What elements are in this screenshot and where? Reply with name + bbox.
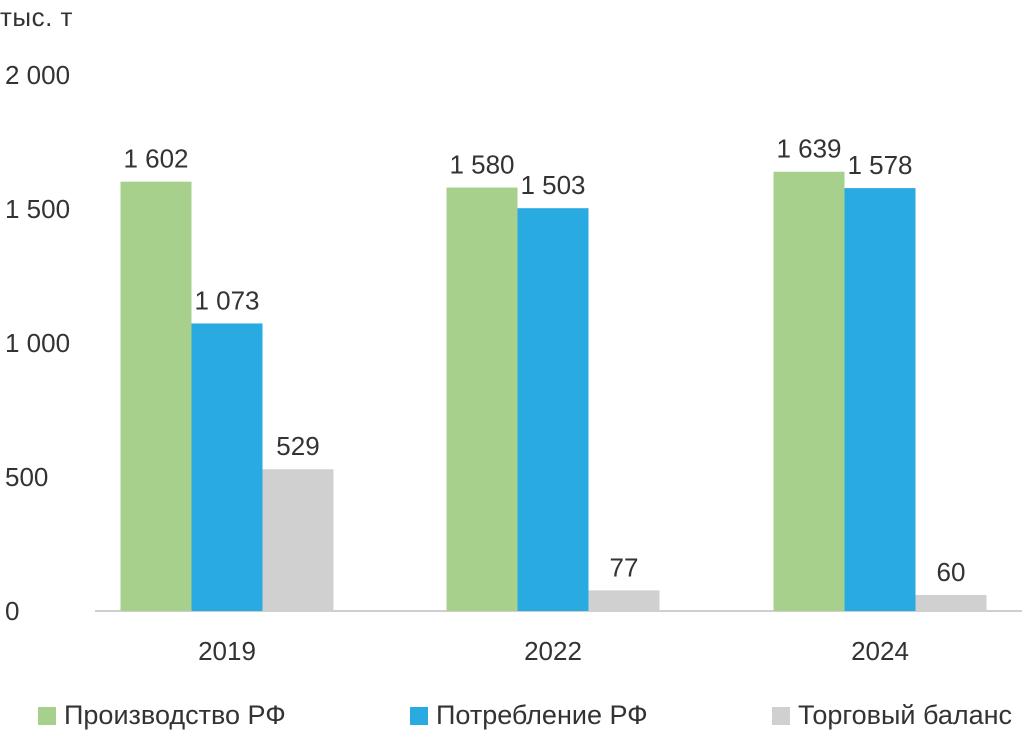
bar (262, 469, 334, 611)
legend-label-consumption: Потребление РФ (436, 700, 648, 730)
data-label: 1 639 (776, 134, 841, 164)
legend-label-trade-balance: Торговый баланс (798, 700, 1013, 730)
bar (517, 208, 589, 612)
bar (844, 188, 916, 611)
data-label: 529 (276, 431, 319, 461)
legend-item-consumption: Потребление РФ (410, 700, 648, 731)
y-tick-label: 2 000 (5, 60, 70, 90)
bar (915, 594, 987, 611)
bar (446, 187, 518, 611)
legend-swatch-consumption (410, 706, 428, 725)
legend-label-production: Производство РФ (64, 700, 286, 730)
legend-swatch-trade-balance (772, 706, 790, 725)
data-label: 1 503 (520, 170, 585, 200)
bar (773, 171, 845, 612)
x-tick-label: 2022 (524, 636, 582, 666)
bar (588, 590, 660, 611)
y-tick-label: 500 (5, 462, 48, 492)
legend-item-production: Производство РФ (38, 700, 286, 731)
data-label: 60 (937, 557, 966, 587)
y-tick-label: 0 (5, 596, 19, 626)
data-label: 77 (610, 552, 639, 582)
data-label: 1 602 (123, 144, 188, 174)
y-tick-label: 1 500 (5, 194, 70, 224)
chart-legend: Производство РФ Потребление РФ Торговый … (0, 700, 1024, 736)
legend-item-trade-balance: Торговый баланс (772, 700, 1012, 731)
bar (191, 323, 263, 611)
x-tick-label: 2024 (851, 636, 909, 666)
data-label: 1 073 (194, 285, 259, 315)
y-tick-label: 1 000 (5, 328, 70, 358)
bar (120, 181, 192, 611)
data-label: 1 580 (449, 150, 514, 180)
legend-swatch-production (38, 706, 56, 725)
y-axis-unit-label: тыс. т (0, 2, 73, 32)
x-tick-label: 2019 (198, 636, 256, 666)
data-label: 1 578 (847, 150, 912, 180)
